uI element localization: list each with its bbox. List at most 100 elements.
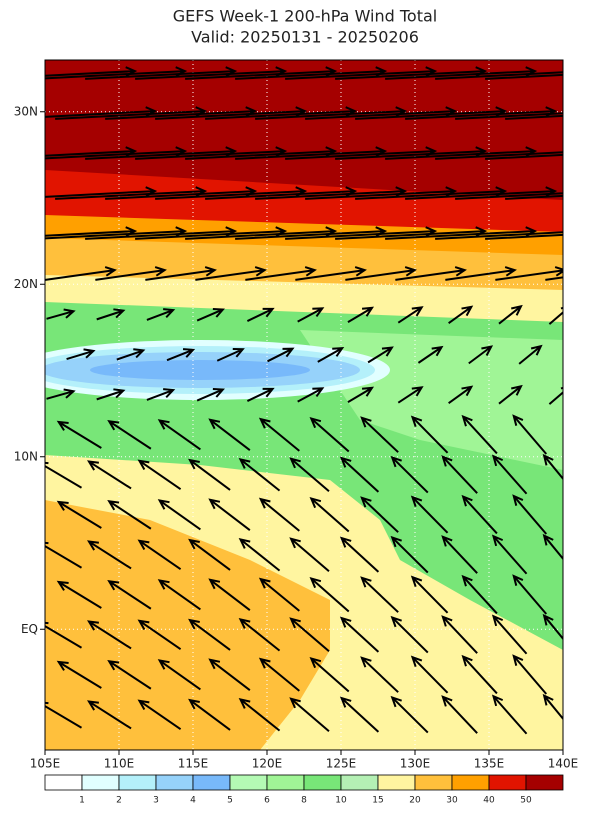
lat-tick-label: EQ [21, 622, 38, 636]
wind-arrow [491, 534, 528, 575]
wind-arrow [345, 266, 417, 281]
colorbar-label: 30 [446, 796, 458, 806]
lon-tick-label: 120E [252, 757, 283, 771]
colorbar-label: 4 [190, 796, 196, 806]
wind-arrow [238, 617, 281, 652]
title: GEFS Week-1 200-hPa Wind Total [173, 7, 437, 26]
wind-arrow [455, 192, 563, 200]
wind-arrow [397, 306, 424, 324]
wind-arrow [441, 455, 478, 494]
wind-arrow [498, 384, 523, 405]
colorbar-swatch [266, 774, 305, 791]
wind-arrow [545, 276, 563, 281]
wind-arrow [441, 535, 478, 574]
wind-arrow [107, 419, 152, 450]
wind-arrow [188, 618, 231, 651]
wind-arrow [95, 266, 167, 281]
wind-arrow [360, 496, 399, 533]
colorbar-label: 6 [264, 796, 270, 806]
wind-arrow [309, 656, 350, 693]
wind-arrow [258, 417, 300, 452]
wind-arrow [360, 576, 399, 613]
colorbar-swatch [488, 774, 527, 791]
wind-arrow [309, 496, 350, 533]
wind-arrow [295, 266, 367, 281]
colorbar-swatch [44, 774, 83, 791]
wind-arrow [435, 231, 563, 240]
wind-arrow [66, 348, 96, 360]
lon-tick-label: 135E [474, 757, 505, 771]
wind-arrow [347, 386, 375, 404]
wind-arrow [360, 656, 399, 693]
colorbar-label: 10 [335, 796, 347, 806]
wind-arrow [491, 614, 528, 655]
wind-arrow [441, 695, 478, 734]
colorbar-swatch [303, 774, 342, 791]
wind-arrow [360, 416, 399, 453]
lat-tick-label: 30N [14, 104, 38, 118]
wind-arrow [512, 654, 548, 695]
wind-arrow [491, 694, 528, 735]
wind-arrow [96, 308, 126, 321]
colorbar-swatch [229, 774, 268, 791]
wind-arrow [56, 660, 102, 689]
wind-arrow [188, 698, 231, 731]
wind-arrow [146, 308, 176, 321]
wind-arrow [495, 266, 563, 281]
wind-arrow [245, 266, 317, 281]
wind-arrow [410, 655, 449, 694]
colorbar-label: 8 [301, 796, 307, 806]
wind-arrow [562, 413, 563, 414]
wind-arrow [542, 613, 563, 641]
wind-arrow [107, 579, 152, 610]
lon-tick-label: 115E [178, 757, 209, 771]
wind-arrow [441, 615, 478, 654]
wind-arrow [289, 617, 330, 653]
wind-arrow [289, 537, 330, 573]
wind-arrow [137, 539, 182, 571]
wind-arrow [56, 580, 102, 609]
wind-arrow [548, 306, 563, 325]
wind-arrow [196, 388, 225, 402]
wind-arrow [410, 575, 449, 614]
wind-arrow [238, 457, 281, 492]
wind-arrow [518, 344, 543, 365]
wind-arrow [309, 576, 350, 613]
colorbar-label: 1 [79, 796, 85, 806]
wind-arrow [289, 457, 330, 493]
wind-arrow [461, 654, 498, 695]
wind-arrow [512, 414, 548, 455]
wind-arrow [485, 233, 563, 240]
wind-arrow [107, 499, 152, 530]
wind-arrow [258, 497, 300, 532]
wind-arrow [297, 307, 325, 323]
wind-arrow [339, 616, 380, 653]
wind-arrow [435, 151, 563, 160]
subtitle: Valid: 20250131 - 20250206 [191, 28, 419, 47]
colorbar-label: 5 [227, 796, 233, 806]
wind-arrow [145, 266, 217, 281]
wind-arrow [390, 615, 429, 654]
field-band [45, 500, 330, 750]
colorbar-swatch [192, 774, 231, 791]
wind-arrow [505, 114, 563, 120]
wind-arrow [570, 346, 590, 365]
colorbar-label: 15 [372, 796, 383, 806]
wind-arrow [246, 307, 275, 322]
colorbar-swatch [377, 774, 416, 791]
lat-tick-label: 10N [14, 449, 38, 463]
wind-arrow [390, 535, 429, 574]
lon-tick-label: 130E [400, 757, 431, 771]
wind-arrow [258, 577, 300, 612]
colorbar-swatch [155, 774, 194, 791]
wind-arrow [188, 458, 231, 491]
wind-arrow [390, 695, 429, 734]
wind-arrow [157, 579, 201, 611]
wind-arrow [395, 266, 467, 281]
colorbar-swatch [340, 774, 379, 791]
wind-arrow [562, 493, 563, 494]
wind-arrow [390, 455, 429, 494]
wind-arrow [157, 659, 201, 691]
wind-arrow [512, 494, 548, 535]
